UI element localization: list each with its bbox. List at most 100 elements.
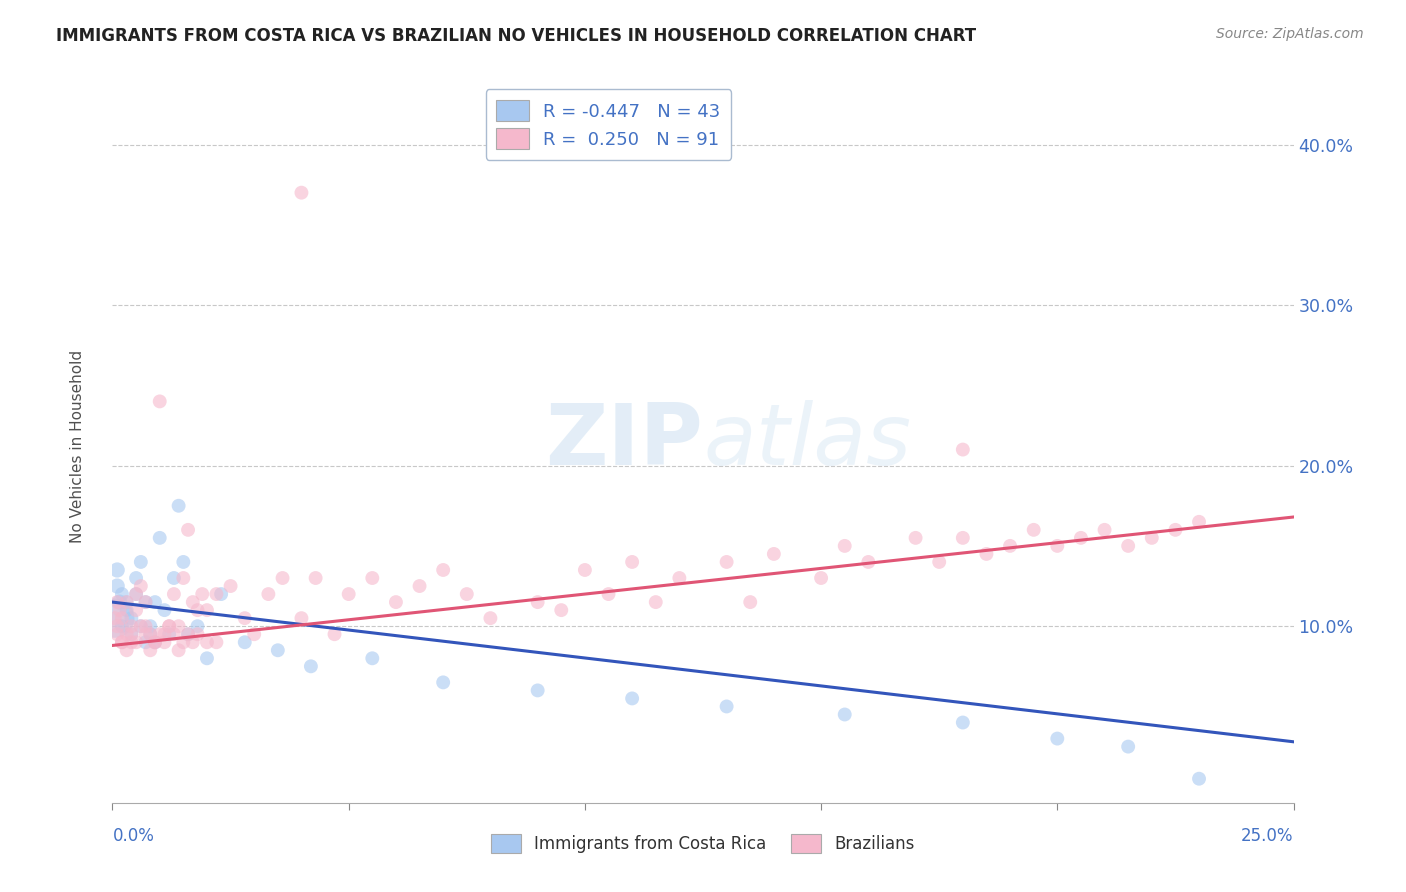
Point (105, 579, 128, 593)
Point (181, 595, 204, 609)
Point (209, 587, 232, 601)
Point (952, 531, 974, 545)
Point (1070, 531, 1092, 545)
Point (153, 603, 176, 617)
Point (111, 611, 134, 625)
Text: ZIP: ZIP (546, 400, 703, 483)
Point (205, 635, 228, 649)
Point (115, 595, 138, 609)
Point (135, 627, 157, 641)
Point (1188, 515, 1211, 529)
Point (598, 587, 620, 601)
Point (186, 627, 208, 641)
Point (108, 603, 131, 617)
Point (834, 707, 856, 722)
Point (149, 531, 172, 545)
Point (337, 587, 360, 601)
Point (1188, 772, 1211, 786)
Point (304, 571, 326, 585)
Point (125, 635, 148, 649)
Point (177, 627, 200, 641)
Point (139, 627, 162, 641)
Point (143, 595, 166, 609)
Point (120, 635, 142, 649)
Point (1116, 739, 1139, 754)
Point (385, 595, 408, 609)
Point (526, 683, 548, 698)
Point (195, 651, 218, 665)
Point (432, 563, 454, 577)
Point (550, 603, 572, 617)
Point (1164, 523, 1187, 537)
Point (111, 635, 134, 649)
Point (163, 627, 186, 641)
Point (1116, 539, 1139, 553)
Point (157, 619, 180, 633)
Point (177, 523, 200, 537)
Point (1046, 539, 1069, 553)
Point (408, 579, 430, 593)
Point (115, 595, 138, 609)
Point (135, 619, 157, 633)
Point (125, 587, 148, 601)
Point (149, 394, 172, 409)
Point (810, 571, 832, 585)
Point (181, 635, 204, 649)
Text: atlas: atlas (703, 400, 911, 483)
Point (858, 555, 880, 569)
Point (432, 675, 454, 690)
Point (716, 555, 738, 569)
Point (191, 587, 214, 601)
Point (111, 587, 134, 601)
Point (290, 186, 312, 200)
Point (219, 579, 242, 593)
Point (952, 442, 974, 457)
Point (167, 643, 190, 657)
Point (149, 627, 172, 641)
Text: 25.0%: 25.0% (1241, 827, 1294, 845)
Point (1140, 531, 1163, 545)
Point (271, 571, 294, 585)
Point (135, 595, 157, 609)
Point (186, 619, 208, 633)
Point (257, 587, 280, 601)
Point (299, 659, 322, 673)
Text: No Vehicles in Household: No Vehicles in Household (70, 350, 84, 542)
Point (129, 579, 152, 593)
Point (479, 611, 502, 625)
Point (574, 563, 596, 577)
Point (129, 555, 152, 569)
Point (928, 555, 950, 569)
Point (205, 587, 228, 601)
Point (143, 635, 166, 649)
Point (323, 627, 346, 641)
Point (904, 531, 927, 545)
Point (139, 643, 162, 657)
Point (143, 635, 166, 649)
Point (120, 619, 142, 633)
Point (976, 547, 998, 561)
Point (668, 571, 690, 585)
Point (139, 627, 162, 641)
Point (125, 587, 148, 601)
Point (1094, 523, 1116, 537)
Point (644, 595, 666, 609)
Point (290, 611, 312, 625)
Point (952, 715, 974, 730)
Point (135, 635, 157, 649)
Point (153, 635, 176, 649)
Point (120, 611, 142, 625)
Point (167, 619, 190, 633)
Point (267, 643, 290, 657)
Text: 0.0%: 0.0% (112, 827, 155, 845)
Point (111, 619, 134, 633)
Point (834, 539, 856, 553)
Point (361, 571, 384, 585)
Point (740, 595, 762, 609)
Point (243, 627, 266, 641)
Point (157, 619, 180, 633)
Point (167, 499, 190, 513)
Point (111, 635, 134, 649)
Text: IMMIGRANTS FROM COSTA RICA VS BRAZILIAN NO VEHICLES IN HOUSEHOLD CORRELATION CHA: IMMIGRANTS FROM COSTA RICA VS BRAZILIAN … (56, 27, 976, 45)
Point (115, 627, 138, 641)
